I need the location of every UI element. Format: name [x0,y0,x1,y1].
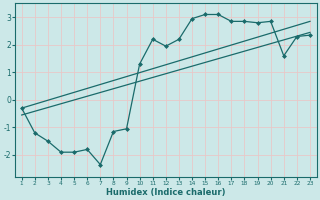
X-axis label: Humidex (Indice chaleur): Humidex (Indice chaleur) [106,188,226,197]
